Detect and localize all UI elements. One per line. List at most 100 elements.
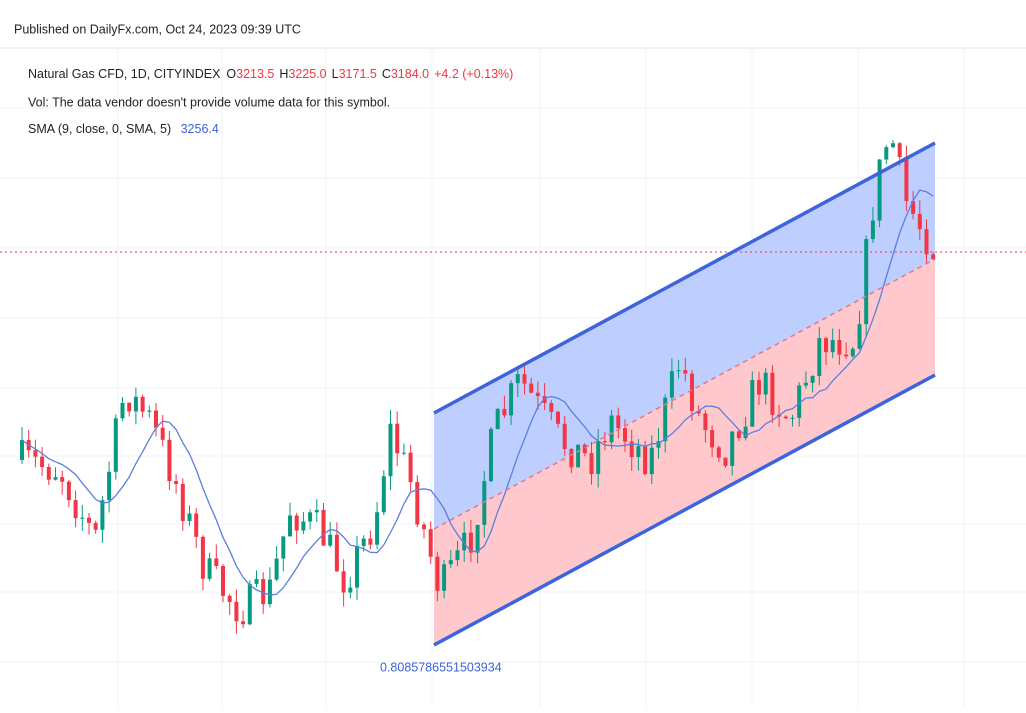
candle-body (582, 444, 587, 454)
candle-body (375, 512, 380, 545)
candle-body (515, 374, 520, 384)
candle-body (643, 445, 648, 475)
candle-body (187, 513, 192, 521)
sma-value: 3256.4 (181, 122, 219, 136)
candle-body (46, 467, 51, 480)
candle-body (830, 340, 835, 353)
candle-body (669, 371, 674, 398)
candle-body (93, 522, 98, 530)
candle-body (462, 532, 467, 551)
candle-body (884, 147, 889, 160)
candle-body (703, 413, 708, 431)
sma-label: SMA (9, close, 0, SMA, 5) (28, 122, 171, 136)
candle-body (321, 509, 326, 546)
candle-body (623, 428, 627, 442)
candle-body (870, 220, 875, 240)
candle-body (415, 482, 420, 525)
candle-body (381, 476, 386, 513)
candle-body (931, 254, 936, 260)
candle-body (133, 396, 138, 412)
candle-body (422, 524, 426, 530)
candle-body (341, 571, 346, 593)
ohlc-value: 3171.5 (339, 67, 377, 81)
candle-body (750, 380, 755, 427)
legend-line: Natural Gas CFD, 1D, CITYINDEX O3213.5 H32… (28, 67, 513, 81)
candle-body (663, 397, 668, 442)
candle-body (180, 483, 185, 521)
candle-body (308, 512, 313, 522)
candle-body (301, 521, 306, 531)
candle-body (730, 431, 735, 466)
candle-body (797, 385, 802, 418)
candle-body (214, 558, 219, 567)
candle-body (200, 536, 205, 579)
channel-lower-line (433, 373, 936, 647)
candle-body (877, 159, 882, 221)
candle-body (328, 534, 333, 546)
candle-body (616, 415, 621, 429)
candle-body (522, 374, 527, 384)
candle-body (395, 423, 400, 454)
channel-label: 0.8085786551503934 (380, 660, 502, 674)
candle-body (388, 423, 393, 477)
candle-body (602, 441, 607, 443)
candle-body (247, 583, 252, 625)
candle-body (850, 348, 855, 357)
candle-body (221, 566, 225, 596)
candle-body (73, 500, 78, 519)
candle-body (736, 431, 741, 439)
candle-body (120, 402, 125, 419)
candle-body (40, 456, 45, 468)
candle-body (629, 441, 634, 458)
sma-legend: SMA (9, close, 0, SMA, 5) 3256.4 (28, 122, 219, 136)
candle-body (234, 601, 239, 622)
candle-body (803, 382, 808, 386)
candle-body (596, 441, 601, 474)
candle-body (683, 370, 688, 374)
volume-note: Vol: The data vendor doesn't provide vol… (28, 95, 390, 109)
candle-body (864, 239, 869, 325)
candle-body (60, 477, 65, 482)
candle-body (100, 500, 105, 530)
candle-body (723, 457, 728, 466)
candle-body (495, 408, 500, 430)
candle-body (509, 383, 514, 416)
sma-line (21, 189, 934, 596)
candle-body (502, 408, 507, 416)
candle-body (107, 471, 112, 501)
ohlc-label: L (332, 67, 339, 81)
candle-body (147, 410, 152, 412)
candle-body (355, 545, 359, 588)
channel-upper-fill (434, 143, 935, 529)
candle-body (891, 143, 895, 148)
candle-body (80, 517, 85, 519)
channel-mid-line (433, 258, 936, 530)
candle-body (743, 426, 748, 439)
candle-body (810, 375, 815, 383)
candle-body (167, 439, 172, 482)
candle-body (857, 324, 862, 349)
candle-body (576, 444, 581, 468)
ohlc-label: O (226, 67, 236, 81)
candle-body (241, 621, 246, 625)
candle-body (770, 372, 775, 415)
candle-body (649, 447, 654, 475)
candle-body (535, 392, 540, 397)
ohlc-label: C (382, 67, 391, 81)
candle-body (254, 579, 259, 584)
candle-body (837, 340, 842, 355)
candle-body (227, 595, 232, 602)
candle-body (261, 579, 266, 605)
candle-body (288, 515, 292, 537)
candle-body (549, 402, 554, 412)
candle-body (904, 157, 909, 202)
candle-body (194, 513, 199, 537)
candle-body (656, 441, 661, 448)
candle-body (174, 481, 179, 484)
candle-body (897, 143, 902, 158)
published-line: Published on DailyFx.com, Oct 24, 2023 0… (14, 22, 301, 36)
candle-body (911, 201, 916, 214)
candle-body (408, 452, 413, 483)
candle-body (562, 423, 567, 449)
candle-body (556, 411, 560, 424)
